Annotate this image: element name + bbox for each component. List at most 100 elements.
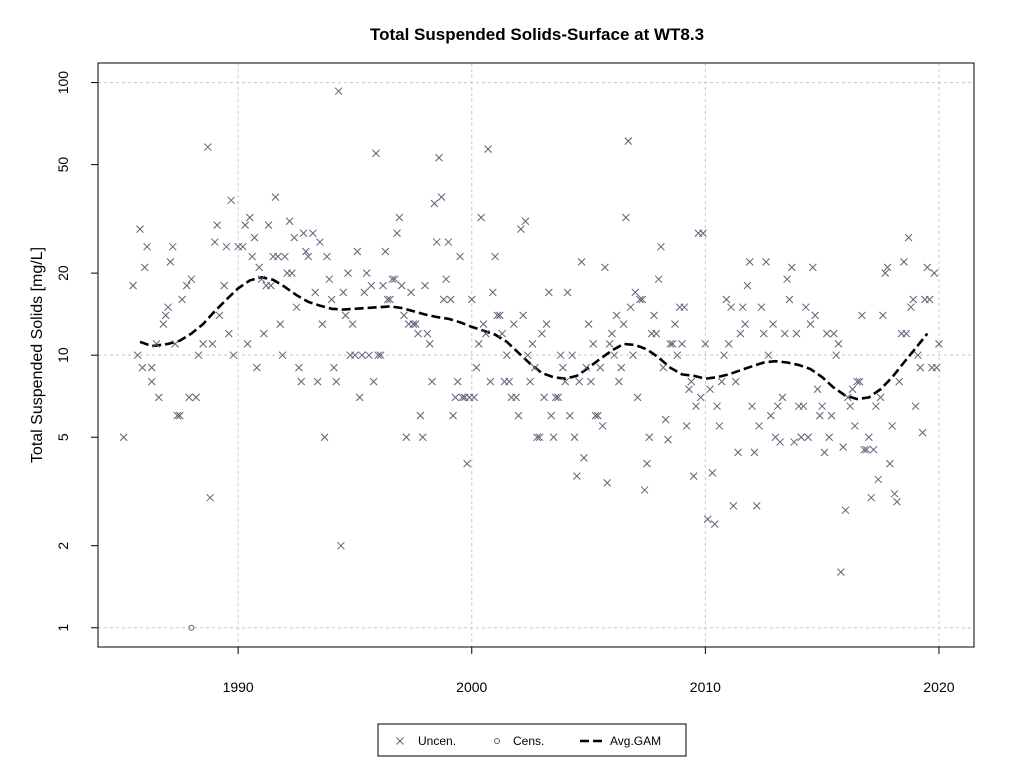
uncen-point — [337, 541, 345, 550]
uncen-point — [855, 377, 864, 386]
uncen-point — [376, 351, 385, 360]
uncen-point — [355, 393, 364, 402]
uncen-point — [257, 275, 266, 284]
uncen-point — [147, 377, 156, 386]
uncen-point — [727, 303, 735, 312]
uncen-point — [825, 433, 834, 442]
uncen-point — [260, 329, 268, 338]
uncen-point — [841, 506, 850, 515]
uncen-point — [886, 459, 894, 468]
uncen-point — [220, 281, 228, 290]
y-tick-label-100: 100 — [55, 71, 71, 95]
uncen-point — [738, 303, 747, 312]
uncen-point — [813, 385, 822, 394]
uncen-point — [414, 329, 422, 338]
uncen-point — [895, 377, 904, 386]
uncen-point — [383, 295, 392, 304]
uncen-point — [867, 493, 876, 502]
uncen-point — [523, 351, 532, 360]
uncen-point — [395, 213, 404, 222]
uncen-point — [276, 320, 285, 328]
uncen-point — [542, 320, 551, 328]
uncen-point — [708, 469, 717, 477]
uncen-point — [187, 275, 196, 284]
uncen-point — [351, 351, 359, 360]
uncen-point — [633, 393, 642, 402]
uncen-point — [799, 402, 808, 411]
uncen-point — [930, 269, 939, 277]
uncen-point — [264, 221, 273, 229]
uncen-point — [559, 363, 567, 372]
uncen-point — [252, 363, 261, 372]
y-tick-label-5: 5 — [55, 433, 71, 441]
uncen-point — [409, 320, 418, 328]
uncen-point — [320, 433, 329, 442]
uncen-point — [689, 472, 698, 480]
uncen-point — [348, 320, 357, 328]
uncen-point — [745, 257, 754, 266]
uncen-point — [561, 377, 570, 386]
uncen-point — [862, 445, 871, 454]
uncen-point — [428, 377, 436, 386]
uncen-point — [397, 281, 406, 290]
uncen-point — [358, 351, 366, 360]
uncen-point — [381, 247, 390, 256]
uncen-point — [138, 363, 147, 372]
uncen-point — [458, 393, 467, 402]
uncen-point — [844, 393, 852, 402]
x-tick-label-2000: 2000 — [456, 679, 487, 695]
uncen-point — [512, 393, 520, 402]
uncen-point — [743, 281, 752, 290]
uncen-point — [890, 489, 899, 498]
uncen-point — [302, 247, 310, 256]
uncen-point — [535, 433, 544, 442]
uncen-point — [323, 252, 331, 261]
uncen-point — [479, 320, 488, 328]
uncen-point — [537, 329, 546, 338]
uncen-point — [594, 411, 602, 420]
uncen-point — [626, 303, 635, 312]
uncen-point — [192, 393, 200, 402]
x-tick-label-2020: 2020 — [923, 679, 954, 695]
uncen-point — [839, 443, 848, 451]
uncen-point — [173, 411, 182, 420]
uncen-point — [418, 433, 427, 442]
uncen-point — [872, 402, 880, 411]
uncen-point — [166, 257, 175, 266]
uncen-point — [900, 257, 908, 266]
uncen-point — [271, 193, 280, 201]
uncen-point — [787, 263, 796, 272]
uncen-point — [636, 295, 644, 304]
uncen-point — [806, 320, 815, 328]
uncen-point — [734, 448, 742, 457]
uncen-point — [241, 221, 250, 229]
uncen-point — [827, 411, 836, 420]
uncen-point — [437, 193, 446, 201]
uncen-point — [299, 229, 308, 238]
uncen-point — [423, 329, 432, 338]
uncen-point — [748, 402, 756, 411]
uncen-point — [729, 502, 738, 510]
uncen-point — [750, 448, 759, 457]
uncen-point — [661, 415, 670, 424]
uncen-point — [168, 242, 177, 251]
uncen-point — [288, 269, 296, 277]
uncen-point — [673, 351, 682, 360]
uncen-point — [369, 377, 378, 386]
uncen-point — [341, 311, 350, 320]
uncen-point — [339, 288, 348, 297]
uncen-point — [818, 402, 827, 411]
uncen-point — [136, 225, 144, 233]
uncen-point — [874, 475, 883, 484]
uncen-point — [498, 329, 506, 338]
y-axis: 1 2 5 10 20 50 100 — [55, 71, 98, 632]
uncen-point — [309, 229, 317, 238]
uncen-point — [353, 247, 362, 256]
uncen-point — [876, 393, 885, 402]
uncen-point — [701, 340, 710, 348]
uncen-point — [911, 402, 920, 411]
uncen-point — [311, 288, 320, 297]
uncen-point — [932, 363, 941, 372]
uncen-point — [664, 435, 672, 444]
uncen-point — [773, 402, 782, 411]
